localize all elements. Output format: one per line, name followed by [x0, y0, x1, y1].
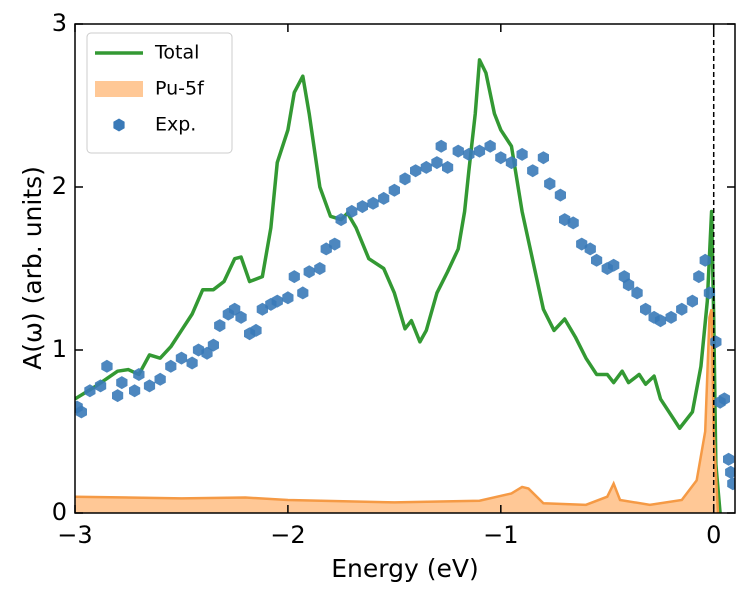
- point: [112, 389, 124, 403]
- point: [320, 242, 332, 256]
- y-tick-label: 0: [52, 498, 67, 526]
- point: [527, 164, 539, 178]
- x-axis-label: Energy (eV): [331, 554, 478, 583]
- point: [165, 359, 177, 373]
- y-axis-label: A(ω) (arb. units): [18, 166, 47, 370]
- point: [703, 286, 716, 300]
- legend-label: Pu-5f: [155, 78, 205, 100]
- point: [271, 294, 283, 308]
- point: [186, 356, 198, 370]
- x-tick-label: −2: [270, 521, 305, 549]
- point: [94, 379, 107, 393]
- point: [567, 216, 579, 230]
- point: [133, 368, 145, 381]
- point: [693, 270, 705, 284]
- point: [516, 147, 528, 161]
- x-tick-label: −3: [57, 521, 92, 549]
- point: [544, 177, 556, 191]
- point: [725, 465, 735, 479]
- point: [288, 270, 300, 284]
- point: [329, 237, 341, 251]
- point: [214, 319, 226, 333]
- x-tick-label: −1: [483, 521, 518, 549]
- point: [116, 376, 128, 390]
- point: [303, 265, 315, 279]
- point: [410, 164, 422, 178]
- point: [654, 314, 667, 328]
- point: [207, 338, 219, 352]
- point: [75, 405, 87, 419]
- point: [484, 139, 496, 153]
- point: [723, 452, 735, 466]
- point: [256, 302, 268, 316]
- y-tick-label: 1: [52, 335, 67, 363]
- point: [463, 147, 475, 161]
- point: [201, 346, 213, 360]
- point: [101, 359, 113, 373]
- point: [452, 144, 464, 158]
- point: [631, 286, 643, 300]
- point: [584, 242, 596, 256]
- point: [431, 156, 443, 170]
- point: [282, 291, 294, 305]
- point: [622, 278, 635, 292]
- point: [367, 196, 379, 210]
- point: [718, 392, 730, 406]
- point: [640, 302, 652, 316]
- point: [473, 144, 486, 158]
- legend-swatch: [113, 118, 125, 132]
- point: [435, 139, 447, 153]
- point: [346, 204, 358, 218]
- point: [192, 343, 205, 357]
- point: [576, 237, 588, 251]
- frame: [74, 23, 736, 514]
- point: [727, 477, 735, 491]
- area-edge: [75, 308, 720, 513]
- legend-label: Exp.: [155, 114, 196, 136]
- legend-label: Total: [154, 42, 199, 64]
- point: [235, 310, 247, 324]
- point: [559, 213, 571, 227]
- point: [554, 188, 566, 202]
- point: [388, 183, 400, 197]
- point: [378, 191, 390, 205]
- point: [154, 372, 166, 386]
- point: [686, 294, 698, 308]
- legend-swatch: [95, 81, 143, 97]
- y-tick-label: 3: [52, 9, 67, 37]
- y-tick-label: 2: [52, 172, 67, 200]
- point: [537, 151, 549, 165]
- point: [335, 213, 347, 227]
- point: [495, 151, 507, 165]
- point: [420, 160, 432, 174]
- point: [399, 172, 411, 186]
- point: [665, 310, 677, 324]
- point: [229, 302, 241, 316]
- point: [676, 302, 688, 316]
- plot: [75, 58, 735, 513]
- point: [84, 384, 96, 398]
- point: [608, 258, 620, 272]
- point: [699, 253, 711, 267]
- line: [75, 58, 722, 513]
- x-tick-label: 0: [706, 521, 721, 549]
- point: [143, 379, 156, 393]
- point: [314, 262, 326, 275]
- point: [129, 384, 141, 398]
- area: [75, 309, 718, 513]
- point: [297, 286, 309, 300]
- point: [250, 323, 262, 337]
- point: [442, 160, 454, 174]
- point: [505, 156, 518, 170]
- point: [591, 253, 603, 267]
- point: [175, 351, 188, 365]
- point: [356, 200, 368, 214]
